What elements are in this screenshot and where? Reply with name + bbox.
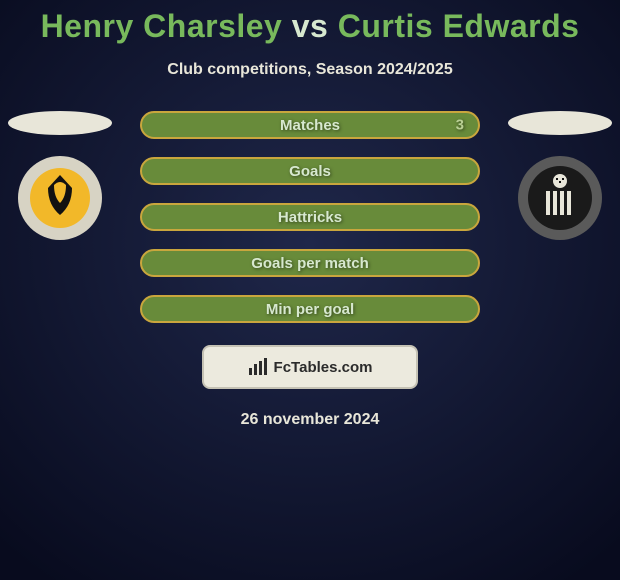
stat-bar-label: Min per goal [266, 301, 354, 318]
newport-county-badge-icon [17, 155, 103, 241]
subtitle: Club competitions, Season 2024/2025 [0, 61, 620, 79]
stat-bar: Matches 3 [140, 111, 480, 139]
stat-bar: Goals per match [140, 249, 480, 277]
bars-chart-icon [248, 358, 270, 376]
stat-bar: Min per goal [140, 295, 480, 323]
right-team-badge [517, 155, 603, 241]
right-team-ellipse [508, 111, 612, 135]
footer-date: 26 november 2024 [0, 411, 620, 429]
brand-text: FcTables.com [274, 359, 373, 376]
stat-bar: Goals [140, 157, 480, 185]
brand-box: FcTables.com [202, 345, 418, 389]
stat-bar-label: Goals per match [251, 255, 369, 272]
left-team-column [8, 111, 112, 241]
page-title: Henry Charsley vs Curtis Edwards [0, 0, 620, 45]
notts-county-badge-icon [517, 155, 603, 241]
stats-bars: Matches 3 Goals Hattricks Goals per match Min… [140, 111, 480, 323]
stat-bar-label: Hattricks [278, 209, 342, 226]
left-team-ellipse [8, 111, 112, 135]
left-team-badge [17, 155, 103, 241]
comparison-row: Matches 3 Goals Hattricks Goals per match Min… [0, 111, 620, 323]
stat-bar-label: Goals [289, 163, 331, 180]
stat-bar-label: Matches [280, 117, 340, 134]
stat-bar: Hattricks [140, 203, 480, 231]
right-team-column [508, 111, 612, 241]
stat-bar-value: 3 [456, 117, 464, 134]
